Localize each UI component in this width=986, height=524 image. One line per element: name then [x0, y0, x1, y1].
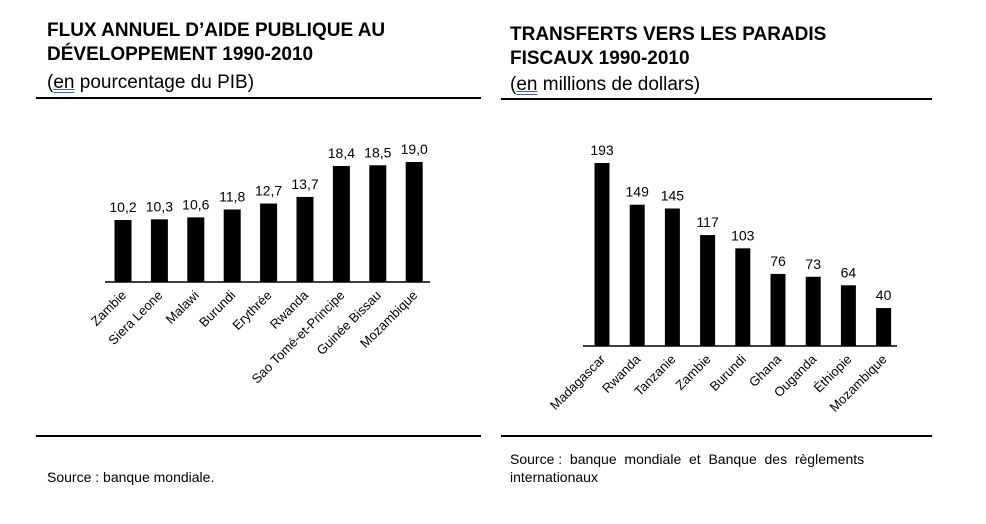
aid-category-label: Erythrée [229, 288, 274, 333]
aid-chart-source: Source : banque mondiale. [47, 469, 215, 485]
aid-bar [369, 165, 387, 282]
tax-bar [805, 276, 821, 346]
tax-category-label: Zambie [672, 352, 713, 393]
tax-value-label: 73 [805, 256, 821, 272]
tax-bar [876, 308, 892, 346]
tax-chart-bottom-rule-left [501, 435, 932, 437]
tax-subtitle-underlined: en [516, 74, 538, 95]
aid-value-label: 10,6 [182, 196, 209, 212]
aid-bar [223, 209, 241, 282]
tax-subtitle-open: ( [510, 74, 517, 95]
tax-chart-title-line2: FISCAUX 1990-2010 [510, 48, 690, 69]
tax-value-label: 145 [661, 188, 685, 204]
tax-bar [594, 163, 610, 346]
tax-chart-source-line1: Source : banque mondiale et Banque des r… [510, 451, 865, 467]
tax-chart-source: Source : banque mondiale et Banque des r… [510, 450, 926, 486]
aid-bar [187, 217, 205, 282]
tax-value-label: 64 [841, 264, 857, 280]
tax-bar [735, 248, 751, 346]
aid-value-label: 18,4 [328, 145, 355, 161]
tax-subtitle-rest: millions de dollars) [537, 74, 701, 95]
aid-chart-title-line1: FLUX ANNUEL D’AIDE PUBLIQUE AU [47, 20, 386, 41]
tax-category-label: Madagascar [547, 351, 609, 413]
tax-value-label: 76 [770, 253, 786, 269]
tax-bar [664, 208, 680, 346]
aid-subtitle-underlined: en [53, 72, 75, 93]
aid-bar [405, 162, 423, 282]
aid-chart-subtitle: (en pourcentage du PIB) [47, 72, 254, 94]
tax-chart-top-rule [501, 98, 932, 100]
aid-value-label: 18,5 [364, 144, 391, 160]
aid-value-label: 11,8 [219, 188, 245, 204]
tax-bar [629, 204, 645, 346]
tax-value-label: 149 [626, 184, 650, 200]
tax-value-label: 103 [731, 227, 755, 243]
aid-value-label: 10,3 [146, 198, 173, 214]
tax-bar [840, 285, 856, 346]
aid-bar [150, 219, 168, 282]
tax-chart-subtitle: (en millions de dollars) [510, 74, 700, 96]
tax-chart-title-line1: TRANSFERTS VERS LES PARADIS [510, 24, 827, 45]
tax-value-label: 193 [590, 142, 614, 158]
aid-value-label: 13,7 [291, 176, 318, 192]
aid-bar [296, 196, 314, 282]
tax-chart-source-line2: internationaux [510, 469, 598, 485]
aid-chart-bottom-rule [36, 435, 481, 437]
tax-bar [770, 273, 786, 346]
aid-chart-top-rule [36, 97, 481, 99]
tax-value-label: 117 [696, 214, 719, 230]
aid-bar [260, 203, 278, 282]
aid-value-label: 19,0 [401, 141, 428, 157]
aid-subtitle-open: ( [47, 72, 54, 93]
tax-category-label: Burundi [707, 351, 749, 393]
aid-category-label: Malawi [163, 287, 202, 326]
aid-chart-panel: FLUX ANNUEL D’AIDE PUBLIQUE AU DÉVELOPPE… [36, 20, 481, 485]
aid-subtitle-rest: pourcentage du PIB) [74, 72, 255, 93]
aid-value-label: 12,7 [255, 183, 282, 199]
aid-chart-title-line2: DÉVELOPPEMENT 1990-2010 [47, 44, 314, 65]
aid-bar [332, 165, 350, 282]
tax-value-label: 40 [876, 287, 892, 303]
tax-haven-chart-panel: TRANSFERTS VERS LES PARADIS FISCAUX 1990… [493, 0, 986, 524]
tax-bar [700, 235, 716, 346]
aid-value-label: 10,2 [109, 199, 136, 215]
tax-haven-bar-chart: 193Madagascar149Rwanda145Tanzanie117Zamb… [547, 142, 897, 415]
aid-bar [114, 220, 132, 282]
